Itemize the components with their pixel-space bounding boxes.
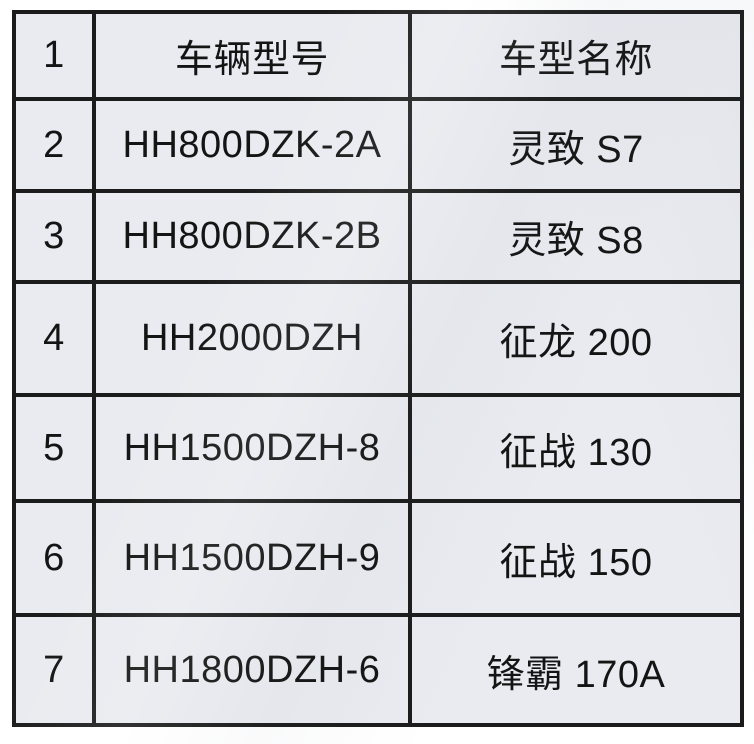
table-row: 3 HH800DZK-2B 灵致 S8	[12, 189, 744, 284]
vehicle-model-cell: HH1500DZH-8	[92, 393, 412, 503]
vehicle-table-container: 1 车辆型号 车型名称 2 HH800DZK-2A 灵致 S7 3 HH800D…	[12, 10, 744, 727]
table-row: 2 HH800DZK-2A 灵致 S7	[12, 97, 744, 193]
table-row: 7 HH1800DZH-6 锋霸 170A	[12, 613, 744, 727]
vehicle-model-cell: HH800DZK-2B	[92, 189, 412, 284]
model-name-cell: 灵致 S7	[408, 97, 744, 193]
row-index-cell: 5	[12, 393, 96, 503]
vehicle-model-cell: HH800DZK-2A	[92, 97, 412, 193]
row-index-cell: 2	[12, 97, 96, 193]
row-index-cell: 4	[12, 280, 96, 397]
vehicle-model-cell: HH2000DZH	[92, 280, 412, 397]
vehicle-model-cell: HH1800DZH-6	[92, 613, 412, 727]
row-index-cell: 6	[12, 499, 96, 617]
model-name-cell: 征战 150	[408, 499, 744, 617]
col-header-vehicle-model: 车辆型号	[92, 10, 412, 101]
table-row: 5 HH1500DZH-8 征战 130	[12, 393, 744, 503]
table-row: 1 车辆型号 车型名称	[12, 10, 744, 101]
model-name-cell: 锋霸 170A	[408, 613, 744, 727]
row-index-cell: 3	[12, 189, 96, 284]
vehicle-model-table: 1 车辆型号 车型名称 2 HH800DZK-2A 灵致 S7 3 HH800D…	[12, 10, 744, 727]
table-row: 4 HH2000DZH 征龙 200	[12, 280, 744, 397]
model-name-cell: 灵致 S8	[408, 189, 744, 284]
model-name-cell: 征龙 200	[408, 280, 744, 397]
row-index-cell: 7	[12, 613, 96, 727]
vehicle-model-cell: HH1500DZH-9	[92, 499, 412, 617]
row-index-cell: 1	[12, 10, 96, 101]
model-name-cell: 征战 130	[408, 393, 744, 503]
col-header-model-name: 车型名称	[408, 10, 744, 101]
table-row: 6 HH1500DZH-9 征战 150	[12, 499, 744, 617]
